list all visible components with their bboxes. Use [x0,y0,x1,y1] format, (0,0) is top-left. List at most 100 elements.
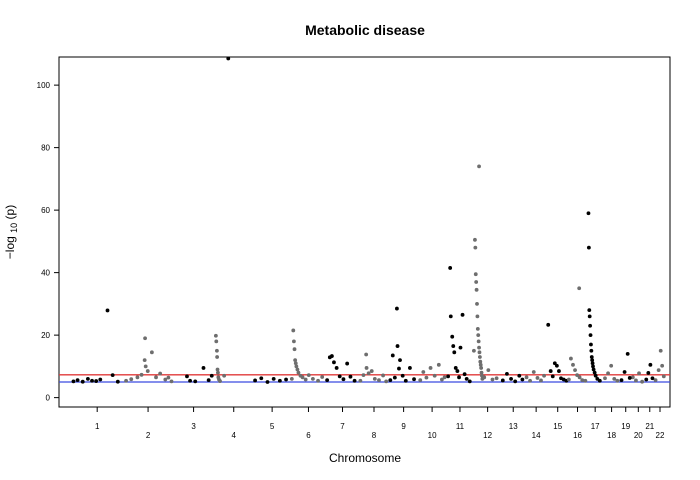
data-point [589,355,594,359]
data-point [455,369,460,373]
data-point [637,371,641,376]
data-point [477,345,481,350]
data-point [105,308,110,313]
data-point [627,376,632,380]
y-tick-label: 100 [37,81,51,90]
data-point [589,348,594,353]
data-point [577,375,582,380]
data-point [293,361,298,366]
data-point [474,287,479,292]
data-point [591,367,596,372]
data-point [421,370,426,374]
data-point [193,379,198,384]
data-point [531,370,536,374]
data-point [372,376,377,381]
data-point [253,378,257,383]
data-point [292,339,296,344]
data-point [500,378,505,383]
data-point [640,379,645,384]
data-point [477,350,482,355]
data-point [479,370,484,375]
data-point [139,372,144,377]
data-point [615,378,620,383]
y-tick-label: 0 [46,394,51,403]
data-point [206,378,211,383]
data-point [587,314,592,319]
data-point [271,376,276,381]
data-point [462,372,467,377]
data-point [154,375,158,380]
data-point [528,378,532,383]
data-point [586,211,591,216]
data-point [277,378,282,383]
data-point [458,345,463,350]
data-point [520,377,525,382]
data-point [634,378,638,383]
data-point [464,376,469,381]
data-point [557,369,561,373]
data-point [325,378,330,383]
data-point [476,333,481,338]
data-point [542,373,546,378]
data-point [590,361,595,366]
data-point [143,364,148,369]
data-point [213,333,218,338]
data-point [473,245,478,250]
data-point [188,378,192,383]
data-point [215,355,220,359]
data-point [294,364,299,369]
data-point [142,358,147,363]
data-point [653,378,658,383]
x-tick-label: 7 [340,422,345,431]
x-tick-label: 12 [483,431,492,440]
data-point [442,375,447,380]
data-point [341,377,346,382]
data-point [539,378,543,383]
data-point [90,378,94,383]
data-point [71,379,76,384]
data-point [295,367,300,372]
data-point [460,312,465,317]
x-tick-label: 6 [306,431,311,440]
data-point [646,371,651,375]
data-point [478,359,483,364]
data-point [284,377,288,382]
x-axis-label: Chromosome [329,451,401,465]
data-point [345,361,350,366]
x-tick-label: 3 [191,422,196,431]
data-point [644,377,649,382]
data-point [303,377,308,382]
data-point [473,272,478,277]
data-point [592,370,597,375]
data-point [467,379,472,384]
data-points [71,56,666,384]
data-point [214,339,219,344]
data-point [135,375,140,380]
data-point [590,358,595,363]
data-point [75,378,80,383]
data-point [310,376,315,381]
y-tick-label: 40 [41,269,50,278]
data-point [395,344,400,348]
x-tick-label: 22 [656,431,665,440]
data-point [358,378,363,383]
data-point [494,376,499,381]
data-point [169,379,174,384]
data-point [609,363,614,368]
x-tick-label: 8 [372,431,377,440]
data-point [478,362,483,367]
data-point [388,378,393,383]
data-point [474,280,479,284]
data-point [390,353,395,358]
data-point [517,373,522,378]
data-point [583,378,588,383]
data-point [300,375,305,380]
y-axis: 0 20 40 60 80 100 [37,81,59,403]
data-point [593,373,598,378]
data-point [364,366,369,370]
data-point [586,245,591,250]
data-point [289,376,294,381]
data-point [222,373,227,378]
data-point [149,350,154,355]
